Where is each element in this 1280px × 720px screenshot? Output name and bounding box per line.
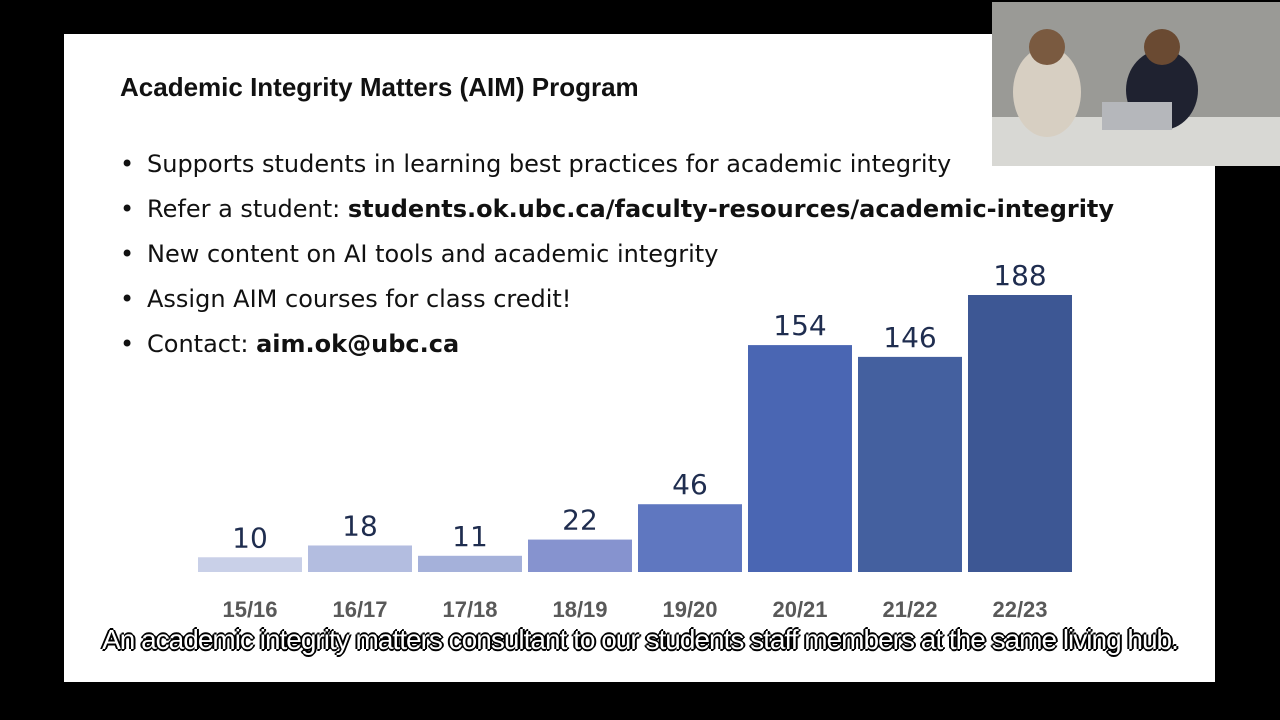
subtitle: An academic integrity matters consultant… <box>102 624 1179 655</box>
bullet: Refer a student: students.ok.ubc.ca/facu… <box>120 195 1114 223</box>
bar <box>638 504 742 572</box>
bullet: Supports students in learning best pract… <box>120 150 951 178</box>
webcam-image <box>992 2 1280 166</box>
x-tick-label: 16/17 <box>332 597 387 622</box>
bullet-text: students.ok.ubc.ca/faculty-resources/aca… <box>347 195 1115 223</box>
x-tick-label: 20/21 <box>772 597 827 622</box>
bullet: New content on AI tools and academic int… <box>120 240 718 268</box>
bullet-text: New content on AI tools and academic int… <box>147 240 719 268</box>
bullet-text: Refer a student: <box>147 195 341 223</box>
x-tick-label: 19/20 <box>662 597 717 622</box>
x-tick-label: 18/19 <box>552 597 607 622</box>
value-label: 146 <box>883 321 936 354</box>
x-tick-label: 17/18 <box>442 597 497 622</box>
value-label: 22 <box>562 504 598 537</box>
bar <box>968 295 1072 572</box>
bar <box>198 557 302 572</box>
value-label: 188 <box>993 259 1046 292</box>
slide-title: Academic Integrity Matters (AIM) Program <box>120 72 639 102</box>
bullet-text: aim.ok@ubc.ca <box>256 330 460 358</box>
bar <box>748 345 852 572</box>
bar <box>528 539 632 572</box>
value-label: 154 <box>773 309 826 342</box>
bullet-text: Supports students in learning best pract… <box>147 150 952 178</box>
bullet: Contact: aim.ok@ubc.ca <box>120 330 459 358</box>
x-tick-label: 15/16 <box>222 597 277 622</box>
bar <box>418 555 522 572</box>
value-label: 18 <box>342 509 378 542</box>
bar <box>858 356 962 572</box>
bullet: Assign AIM courses for class credit! <box>120 285 571 313</box>
webcam-inset <box>992 2 1280 166</box>
value-label: 46 <box>672 468 708 501</box>
x-tick-label: 21/22 <box>882 597 937 622</box>
bullet-text: Assign AIM courses for class credit! <box>147 285 572 313</box>
bullet-text: Contact: <box>147 330 249 358</box>
x-tick-label: 22/23 <box>992 597 1047 622</box>
value-label: 11 <box>452 520 488 553</box>
bar <box>308 545 412 572</box>
value-label: 10 <box>232 521 268 554</box>
